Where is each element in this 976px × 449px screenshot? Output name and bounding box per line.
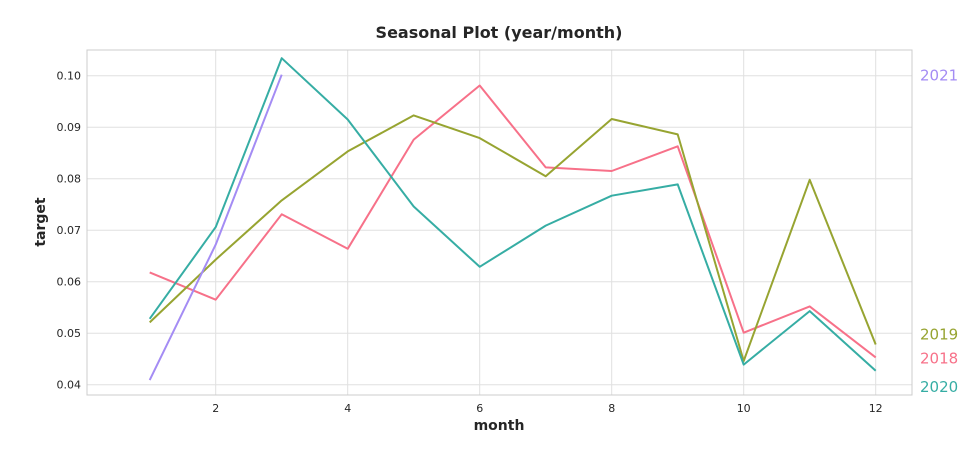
series-line-2021 xyxy=(148,74,283,381)
series-line-2019 xyxy=(149,114,877,362)
x-tick-label: 8 xyxy=(608,402,615,415)
series-end-label-2018: 2018 xyxy=(920,349,958,367)
series-end-label-2019: 2019 xyxy=(920,326,958,344)
x-tick-label: 6 xyxy=(476,402,483,415)
x-tick-label: 10 xyxy=(737,402,751,415)
y-tick-label: 0.06 xyxy=(57,276,82,289)
grid-layer xyxy=(87,50,912,395)
x-tick-label: 12 xyxy=(869,402,883,415)
series-end-label-2021: 2021 xyxy=(920,67,958,85)
y-axis-label: target xyxy=(33,197,49,247)
x-tick-label: 4 xyxy=(344,402,351,415)
x-tick-label: 2 xyxy=(212,402,219,415)
y-tick-label: 0.07 xyxy=(57,224,82,237)
y-tick-label: 0.08 xyxy=(57,173,82,186)
y-tick-label: 0.10 xyxy=(57,70,82,83)
y-tick-label: 0.09 xyxy=(57,121,82,134)
series-layer xyxy=(148,57,877,381)
y-tick-label: 0.05 xyxy=(57,327,82,340)
series-end-label-2020: 2020 xyxy=(920,378,958,396)
y-tick-label: 0.04 xyxy=(57,379,82,392)
series-line-2020 xyxy=(148,57,877,372)
y-tick-labels: 0.04 0.05 0.06 0.07 0.08 0.09 0.10 xyxy=(57,70,82,392)
plot-frame xyxy=(86,49,913,396)
chart-title: Seasonal Plot (year/month) xyxy=(376,23,623,42)
x-axis-label: month xyxy=(474,418,525,434)
x-tick-labels: 2 4 6 8 10 12 xyxy=(212,402,883,415)
series-end-labels: 2018 2019 2020 2021 xyxy=(920,67,958,396)
